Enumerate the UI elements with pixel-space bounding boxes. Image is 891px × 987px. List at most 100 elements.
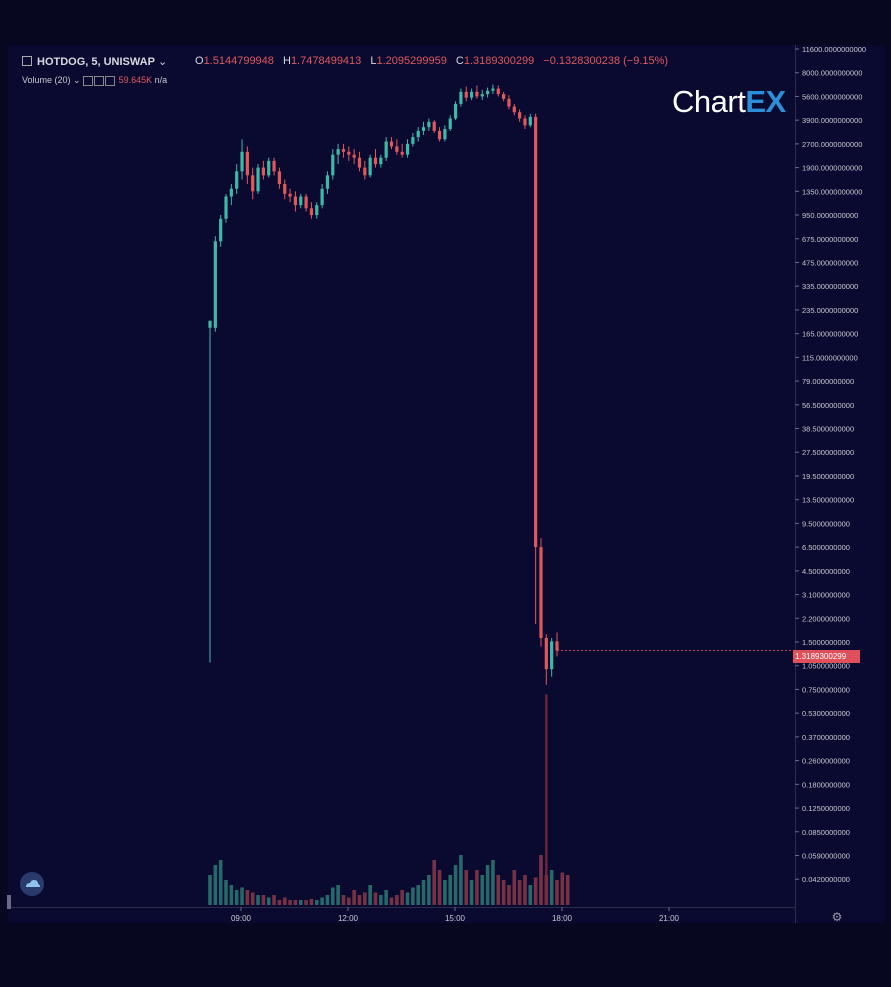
high-label: H: [282, 55, 291, 67]
candle-body: [272, 160, 276, 172]
volume-bar: [224, 880, 228, 905]
x-tick-label: 09:00: [231, 914, 252, 923]
candle-body: [469, 91, 474, 98]
candle-body: [475, 91, 479, 97]
candle-body: [288, 193, 292, 197]
y-tick-label: 2.2000000000: [802, 614, 850, 623]
candle-body: [299, 196, 303, 206]
volume-na: n/a: [154, 75, 168, 85]
volume-bar: [341, 895, 346, 905]
volume-bar: [240, 887, 244, 905]
candle-body: [437, 130, 442, 140]
time-axis-divider: [8, 907, 795, 908]
y-tick-label: 56.5000000000: [802, 401, 854, 410]
volume-bar: [517, 880, 522, 905]
y-tick-label: 1350.0000000000: [802, 187, 862, 196]
volume-bar: [373, 892, 378, 905]
y-tick-label: 0.1800000000: [802, 780, 850, 789]
volume-bar: [272, 895, 276, 905]
y-tick-label: 0.5300000000: [802, 709, 850, 718]
y-tick-label: 0.1250000000: [802, 804, 850, 813]
volume-bar: [256, 895, 260, 905]
volume-bar: [208, 875, 212, 905]
candle-body: [389, 141, 394, 147]
settings-icon[interactable]: [94, 75, 105, 86]
open-value: 1.5144799948: [203, 55, 274, 67]
chart-pane[interactable]: [8, 45, 885, 923]
volume-bar: [480, 875, 485, 905]
volume-bar: [491, 860, 495, 905]
candle-body: [459, 91, 463, 104]
candle-body: [347, 151, 351, 155]
open-label: O: [195, 55, 204, 67]
volume-bar: [379, 895, 383, 905]
volume-value: 59.645K: [118, 75, 153, 85]
close-icon[interactable]: [105, 75, 116, 86]
volume-bar: [347, 897, 351, 905]
candle-body: [373, 157, 378, 165]
volume-bar: [427, 875, 431, 905]
candle-body: [331, 154, 335, 176]
volume-bar: [400, 890, 404, 905]
y-tick-label: 79.0000000000: [802, 377, 854, 386]
cloud-icon[interactable]: [20, 872, 44, 896]
volume-bar: [389, 897, 394, 905]
y-tick-label: 0.2600000000: [802, 757, 850, 766]
candle-body: [416, 130, 420, 138]
close-value: 1.3189300299: [463, 55, 535, 67]
price-axis-divider: [795, 45, 796, 923]
volume-legend[interactable]: Volume (20) ⌄ 59.645K n/a: [22, 75, 167, 86]
y-tick-label: 950.0000000000: [802, 211, 858, 220]
volume-bar: [453, 865, 458, 905]
candle-body: [251, 175, 255, 192]
candle-body: [491, 88, 495, 91]
volume-bar: [405, 892, 410, 905]
high-value: 1.7478499413: [290, 55, 362, 67]
candle-body: [304, 196, 308, 209]
chevron-down-icon[interactable]: ⌄: [154, 56, 168, 68]
symbol-legend[interactable]: HOTDOG, 5, UNISWAP ⌄: [22, 55, 167, 68]
volume-bar: [549, 870, 554, 905]
candle-body: [224, 196, 228, 219]
y-tick-label: 1.5000000000: [802, 638, 850, 647]
gear-icon[interactable]: ⚙: [831, 910, 843, 924]
collapse-icon[interactable]: [22, 56, 32, 66]
eye-icon[interactable]: [83, 75, 94, 86]
candle-body: [309, 208, 314, 216]
volume-bar: [288, 900, 292, 905]
volume-bar: [314, 900, 319, 905]
y-tick-label: 27.5000000000: [802, 448, 854, 457]
chevron-down-icon[interactable]: ⌄: [70, 75, 84, 85]
volume-bar: [384, 890, 388, 905]
volume-bar: [507, 885, 511, 905]
y-tick-label: 335.0000000000: [802, 282, 858, 291]
volume-bar: [213, 865, 218, 905]
volume-bar: [416, 885, 420, 905]
candle-body: [213, 241, 217, 328]
volume-bar: [218, 860, 223, 905]
candle-body: [523, 118, 527, 126]
candle-body: [453, 103, 458, 119]
volume-bar: [421, 880, 426, 905]
volume-bar: [496, 875, 501, 905]
logo-accent: EX: [745, 84, 786, 119]
volume-bar: [234, 890, 239, 905]
scroll-handle[interactable]: [7, 895, 11, 909]
candle-body: [395, 146, 399, 152]
candle-body: [208, 320, 212, 328]
y-tick-label: 8000.0000000000: [802, 69, 862, 78]
candle-body: [325, 175, 330, 189]
volume-bar: [448, 875, 453, 905]
volume-bar: [459, 855, 463, 905]
low-label: L: [370, 55, 377, 67]
chartex-logo: ChartEX: [672, 84, 786, 120]
candle-body: [544, 638, 548, 670]
x-tick-label: 21:00: [659, 914, 680, 923]
candle-body: [486, 90, 490, 95]
candle-body: [240, 151, 244, 172]
volume-bar: [533, 877, 538, 905]
change-value: −0.1328300238 (−9.15%): [543, 55, 669, 67]
ohlc-legend: O1.5144799948 H1.7478499413 L1.209529995…: [195, 55, 674, 67]
